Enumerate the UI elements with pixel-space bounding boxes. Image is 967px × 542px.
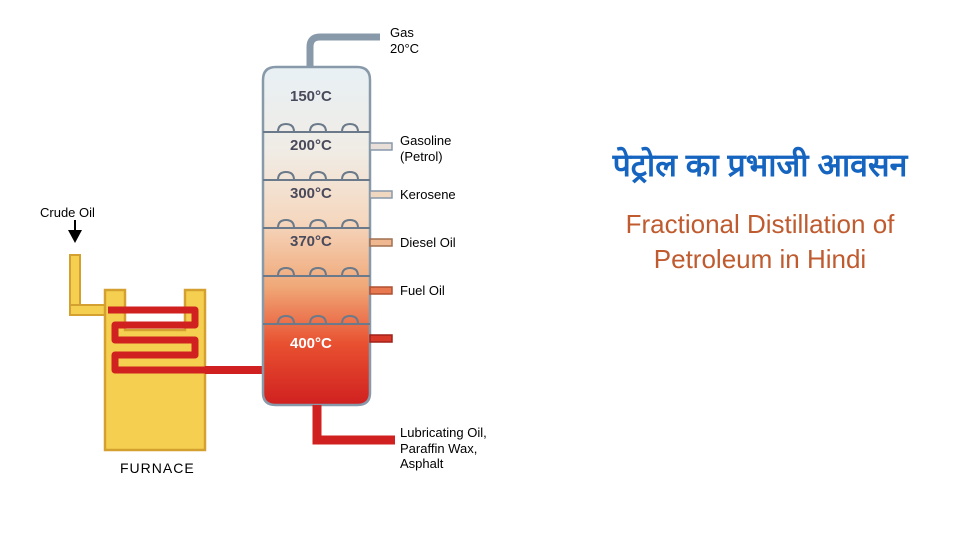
temp-200: 200°C [290,137,332,154]
hindi-title: पेट्रोल का प्रभाजी आवसन [580,145,940,187]
furnace-label: FURNACE [120,460,195,476]
furnace [105,290,205,450]
temp-300: 300°C [290,185,332,202]
fueloil-label: Fuel Oil [400,283,445,299]
diagram-container: Crude Oil FURNACE Gas 20°C Gasoline (Pet… [30,25,540,515]
gas-outlet-pipe [310,37,380,67]
english-title: Fractional Distillation of Petroleum in … [580,207,940,277]
furnace-to-column-pipe [205,366,263,374]
temp-370: 370°C [290,233,332,250]
gasoline-label: Gasoline (Petrol) [400,133,451,164]
bottom-label: Lubricating Oil, Paraffin Wax, Asphalt [400,425,487,472]
temp-400: 400°C [290,335,332,352]
outlet-pipes [370,143,392,342]
title-area: पेट्रोल का प्रभाजी आवसन Fractional Disti… [580,145,940,277]
gas-label: Gas 20°C [390,25,419,56]
crude-oil-pipe [68,220,108,315]
diesel-label: Diesel Oil [400,235,456,251]
temp-150: 150°C [290,88,332,105]
crude-oil-label: Crude Oil [40,205,95,220]
bottom-outlet-pipe [317,405,395,440]
kerosene-label: Kerosene [400,187,456,203]
